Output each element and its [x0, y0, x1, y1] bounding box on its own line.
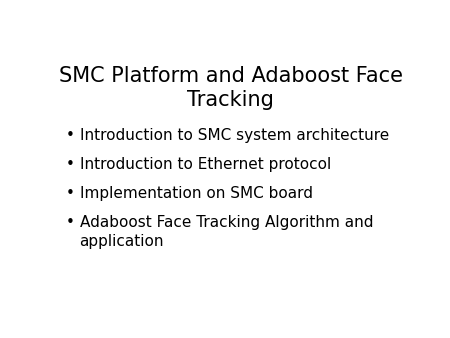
Text: •: • [66, 186, 75, 201]
Text: Introduction to SMC system architecture: Introduction to SMC system architecture [80, 127, 389, 143]
Text: Implementation on SMC board: Implementation on SMC board [80, 186, 312, 201]
Text: •: • [66, 215, 75, 231]
Text: SMC Platform and Adaboost Face
Tracking: SMC Platform and Adaboost Face Tracking [58, 66, 403, 110]
Text: •: • [66, 127, 75, 143]
Text: •: • [66, 157, 75, 172]
Text: Adaboost Face Tracking Algorithm and
application: Adaboost Face Tracking Algorithm and app… [80, 215, 373, 249]
Text: Introduction to Ethernet protocol: Introduction to Ethernet protocol [80, 157, 331, 172]
